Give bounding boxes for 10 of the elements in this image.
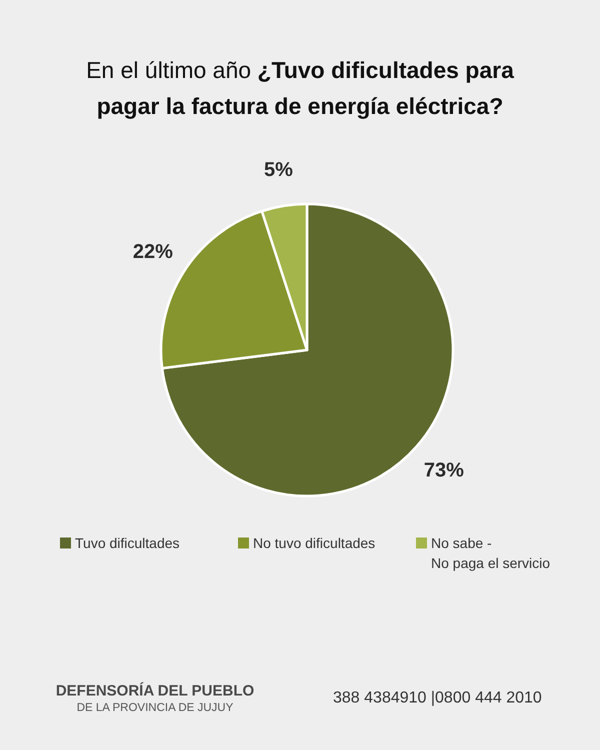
text: 388 4384910 |0800 444 2010 bbox=[333, 690, 542, 706]
data-label: 73% bbox=[424, 460, 464, 482]
text: DEFENSORÍA DEL PUEBLO bbox=[56, 682, 255, 700]
data-label: 22% bbox=[132, 241, 174, 264]
legend-label: No sabe - No paga el servicio bbox=[431, 535, 550, 571]
legend-label: No tuvo dificultades bbox=[253, 535, 376, 551]
text: DE LA PROVINCIA DE JUJUY bbox=[76, 702, 234, 714]
legend-label: Tuvo dificultades bbox=[75, 535, 180, 551]
data-label: 5% bbox=[264, 158, 294, 181]
chart-title: En el último año ¿Tuvo dificultades para pagar la factura de energía eléctrica? bbox=[86, 57, 514, 119]
